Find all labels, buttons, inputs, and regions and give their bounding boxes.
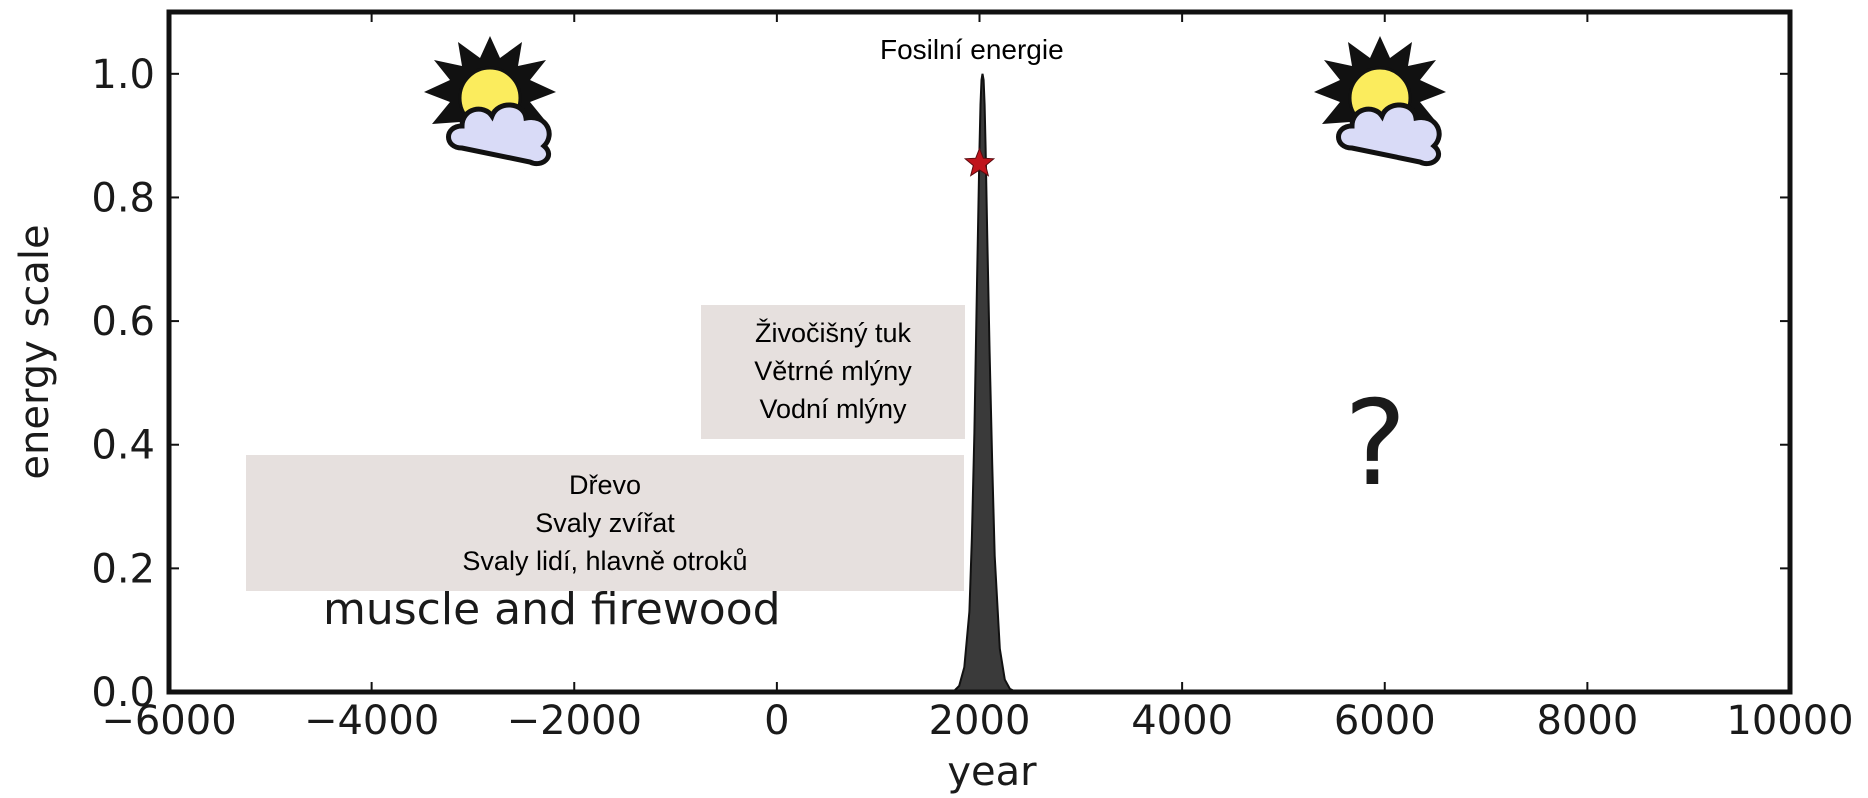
annotation-line: Větrné mlýny bbox=[754, 356, 912, 386]
annotation-box-lower: Dřevo Svaly zvířat Svaly lidí, hlavně ot… bbox=[246, 455, 964, 591]
x-tick-label: 2000 bbox=[929, 698, 1031, 744]
sun-cloud-icon bbox=[1314, 36, 1446, 166]
muscle-firewood-label: muscle and firewood bbox=[323, 584, 781, 635]
y-tick-label: 0.4 bbox=[91, 423, 155, 469]
annotation-line: Živočišný tuk bbox=[754, 318, 912, 348]
annotation-line: Dřevo bbox=[568, 470, 642, 500]
y-tick-label: 0.8 bbox=[91, 175, 155, 221]
y-tick-labels: 0.0 0.2 0.4 0.6 0.8 1.0 bbox=[91, 52, 155, 716]
annotation-line: Vodní mlýny bbox=[759, 394, 907, 424]
annotation-line: Svaly lidí, hlavně otroků bbox=[462, 546, 748, 576]
y-tick-label: 1.0 bbox=[91, 52, 155, 98]
fossil-energy-area bbox=[948, 73, 1021, 693]
star-marker bbox=[963, 147, 996, 177]
x-tick-label: −4000 bbox=[304, 698, 439, 744]
y-axis-title: energy scale bbox=[12, 224, 58, 479]
x-tick-label: −6000 bbox=[101, 698, 236, 744]
x-tick-label: 0 bbox=[764, 698, 789, 744]
question-mark: ? bbox=[1344, 374, 1407, 512]
plot-frame bbox=[166, 9, 1793, 695]
y-tick-label: 0.2 bbox=[91, 546, 155, 592]
x-tick-label: 8000 bbox=[1536, 698, 1638, 744]
sun-cloud-icon bbox=[424, 36, 556, 166]
y-tick-label: 0.0 bbox=[91, 670, 155, 716]
x-tick-label: 6000 bbox=[1334, 698, 1436, 744]
x-tick-label: 4000 bbox=[1131, 698, 1233, 744]
peak-label: Fosilní energie bbox=[880, 34, 1064, 65]
x-tick-labels: −6000 −4000 −2000 0 2000 4000 6000 8000 10000 bbox=[101, 698, 1853, 744]
annotation-line: Svaly zvířat bbox=[535, 508, 675, 538]
marker-layer bbox=[963, 147, 996, 177]
annotation-box-upper: Živočišný tuk Větrné mlýny Vodní mlýny bbox=[701, 305, 965, 439]
x-axis-title: year bbox=[947, 749, 1037, 795]
y-tick-label: 0.6 bbox=[91, 299, 155, 345]
x-tick-label: 10000 bbox=[1726, 698, 1853, 744]
x-tick-label: −2000 bbox=[507, 698, 642, 744]
